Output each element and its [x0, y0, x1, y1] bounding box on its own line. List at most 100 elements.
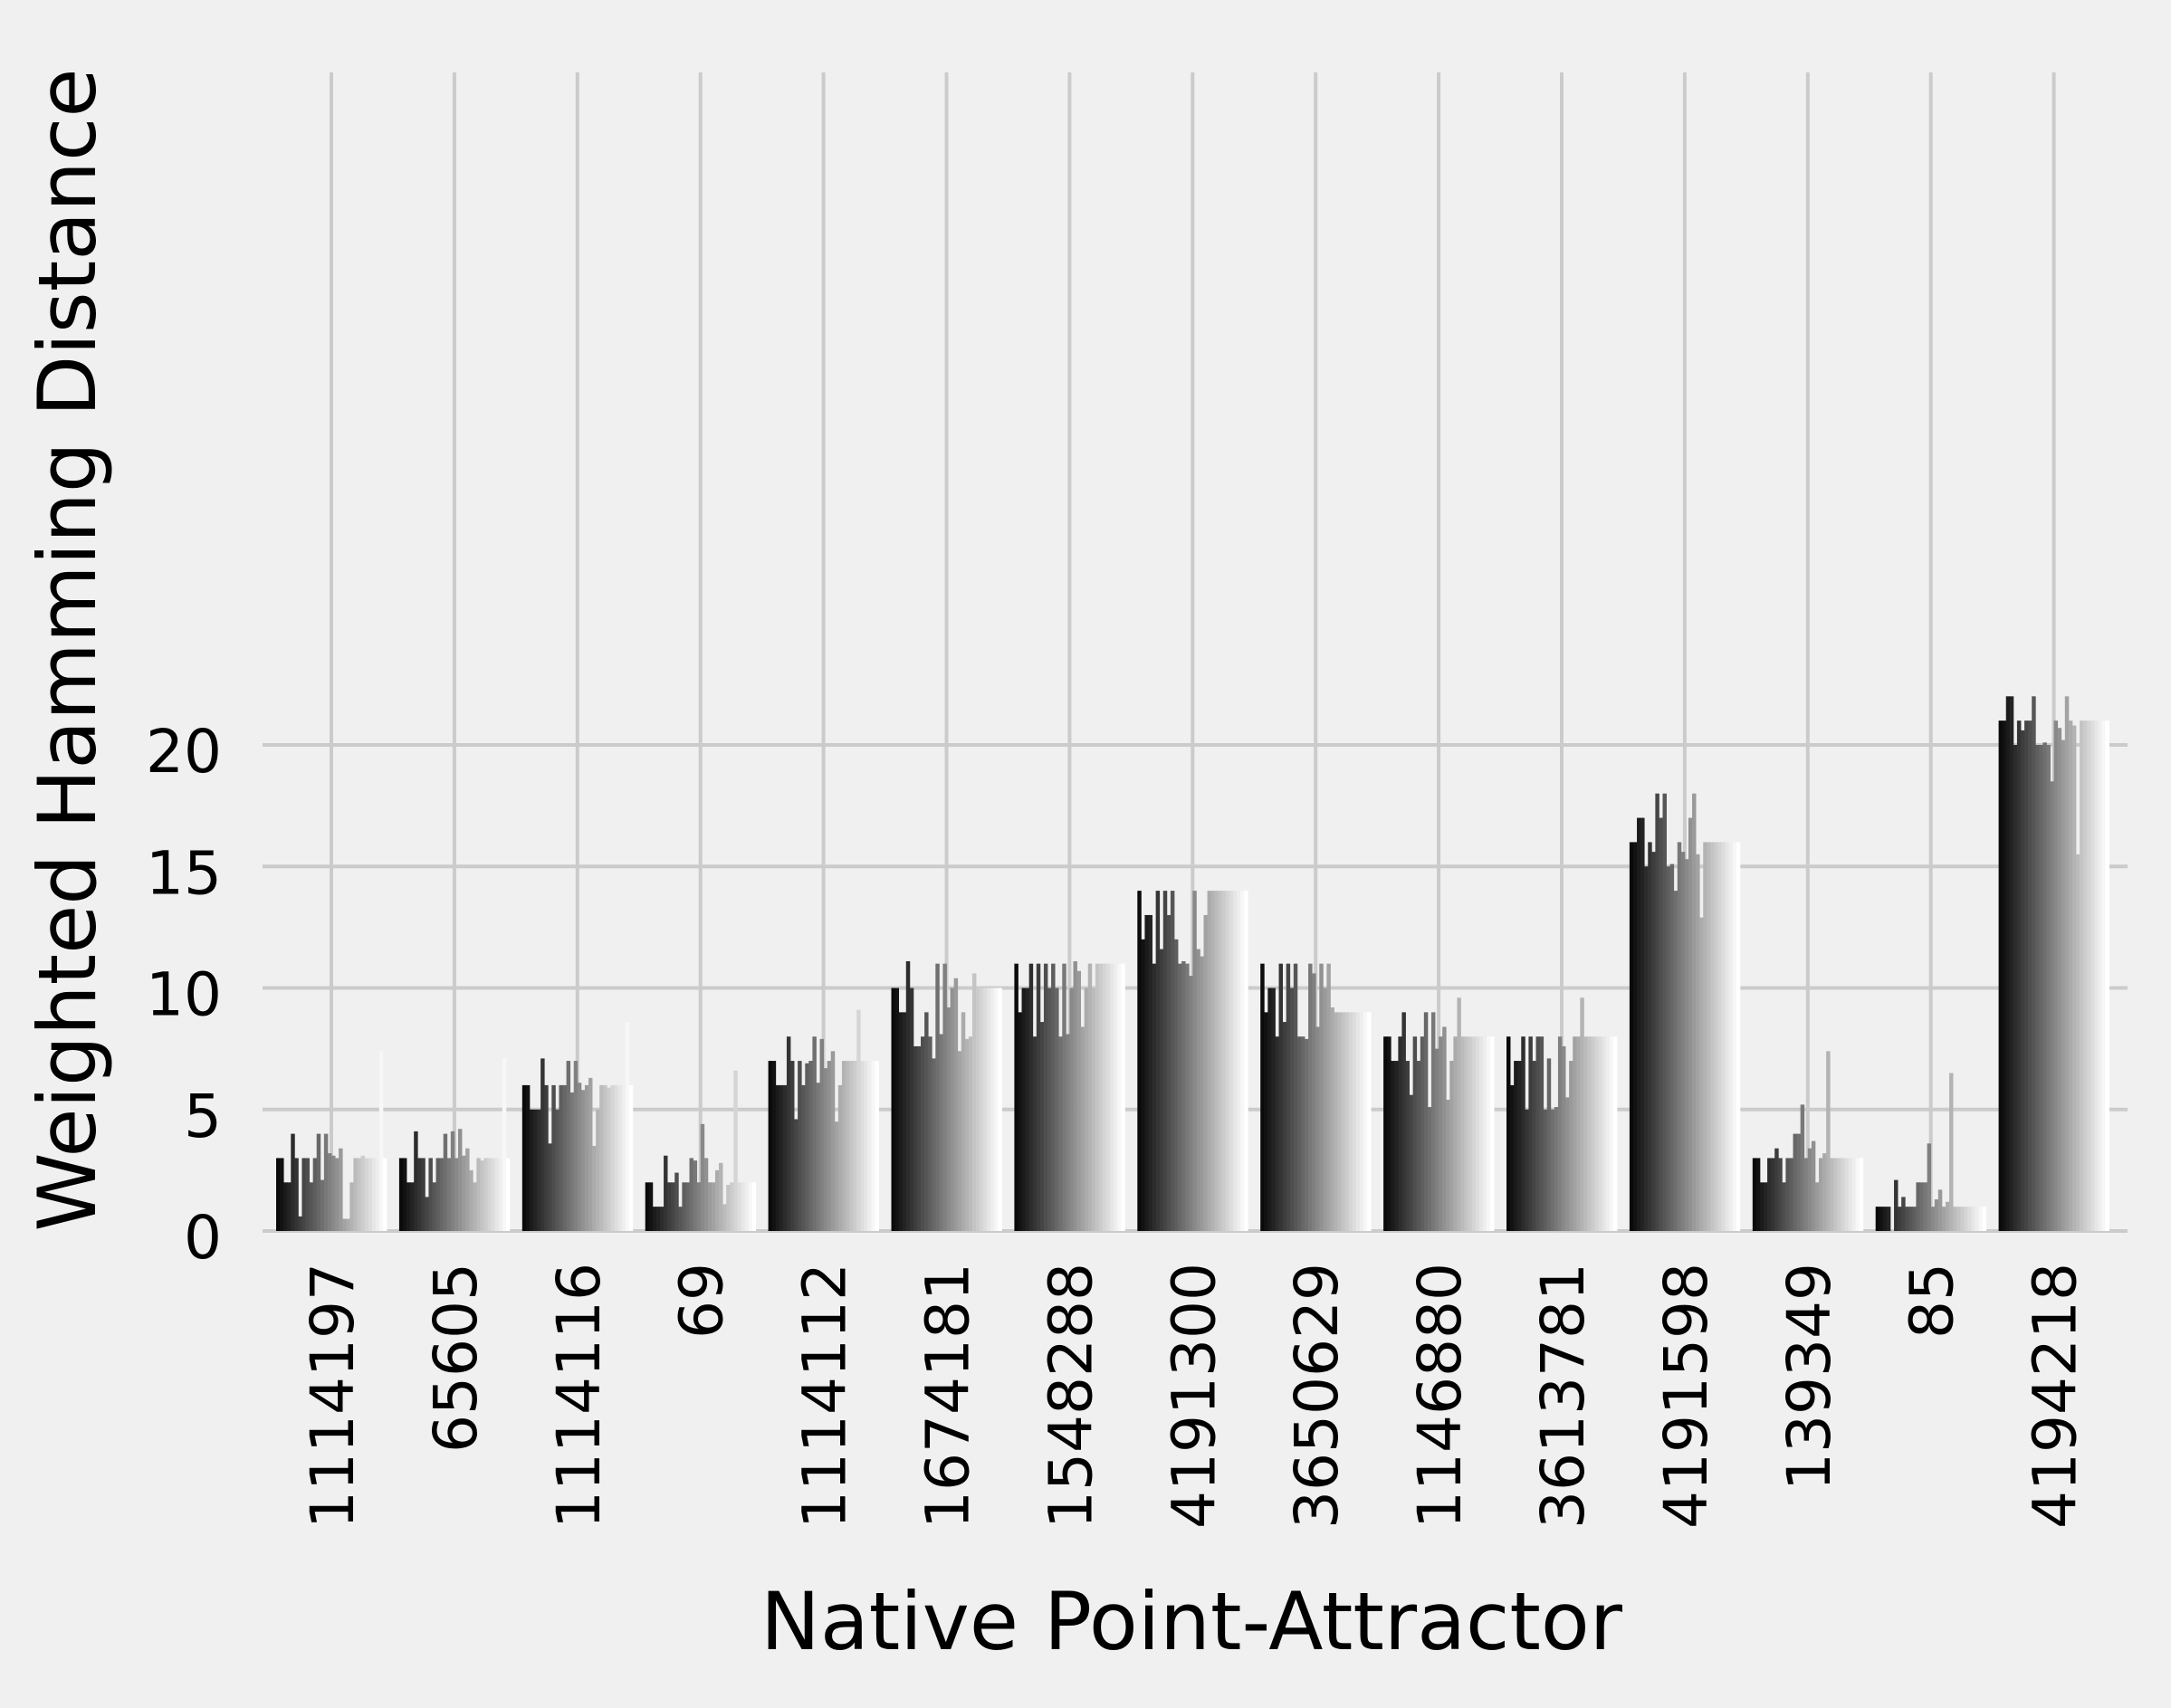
bar	[607, 1087, 611, 1232]
bar	[1793, 1133, 1797, 1231]
bar	[562, 1084, 567, 1231]
bar	[1240, 891, 1245, 1231]
bar	[577, 1083, 582, 1231]
bar	[498, 1158, 503, 1231]
bar	[751, 1182, 757, 1231]
bar	[1550, 1109, 1555, 1231]
bar	[1144, 914, 1149, 1231]
bar	[1803, 1158, 1809, 1231]
bar	[1644, 866, 1649, 1231]
bar	[610, 1084, 615, 1231]
bar	[733, 1070, 738, 1231]
bar	[1121, 963, 1125, 1231]
bar	[1510, 1084, 1515, 1231]
bar	[942, 963, 947, 1231]
bar	[555, 1109, 559, 1231]
bar	[1200, 956, 1204, 1232]
bar	[1055, 988, 1059, 1231]
bar	[1696, 854, 1700, 1232]
bar	[994, 988, 999, 1231]
bar	[1103, 963, 1107, 1231]
bar	[1591, 1036, 1595, 1231]
bar	[1901, 1197, 1906, 1231]
bar	[1759, 1182, 1765, 1231]
bar	[1598, 1036, 1603, 1231]
bar	[1028, 963, 1034, 1231]
bar	[462, 1155, 466, 1231]
bar	[2076, 854, 2080, 1232]
bar	[410, 1182, 415, 1231]
bar	[1927, 1143, 1932, 1231]
bar	[2105, 720, 2109, 1231]
bar	[696, 1182, 702, 1231]
bar	[689, 1158, 693, 1231]
bar	[1830, 1158, 1834, 1231]
bar	[1214, 891, 1219, 1231]
bar	[1717, 842, 1722, 1231]
bar	[2042, 742, 2047, 1231]
bar	[1315, 1026, 1320, 1231]
bar	[916, 1045, 922, 1231]
bar	[775, 1084, 780, 1231]
bar	[1937, 1189, 1943, 1232]
bar	[2087, 720, 2091, 1231]
bar	[1576, 1036, 1581, 1231]
bar	[1062, 963, 1066, 1231]
bar	[1468, 1036, 1473, 1231]
bar	[2090, 720, 2095, 1231]
bar	[1844, 1158, 1849, 1231]
bar	[487, 1158, 492, 1231]
bar	[1532, 1061, 1536, 1231]
bar	[551, 1084, 556, 1231]
bar	[1166, 914, 1172, 1231]
bar	[2080, 720, 2084, 1231]
bar	[402, 1158, 407, 1231]
bar	[2021, 730, 2025, 1231]
bar	[1669, 864, 1675, 1232]
bar	[533, 1109, 538, 1231]
bar	[786, 1036, 791, 1231]
bar	[446, 1158, 452, 1231]
bar	[1960, 1207, 1965, 1231]
bar	[1117, 963, 1122, 1231]
bar	[1221, 891, 1227, 1231]
bar	[1714, 842, 1718, 1231]
bar	[1837, 1158, 1841, 1231]
bar	[1409, 1094, 1414, 1231]
bar	[1605, 1036, 1611, 1231]
bar	[1244, 891, 1248, 1231]
bar	[1051, 963, 1056, 1231]
bar	[1609, 1036, 1614, 1231]
bar	[801, 1084, 806, 1231]
bar	[331, 1155, 336, 1231]
bar	[417, 1158, 422, 1231]
bar	[2094, 720, 2099, 1231]
bar	[480, 1160, 484, 1231]
bar	[1662, 793, 1667, 1231]
bar	[621, 1084, 626, 1231]
bar	[1398, 1036, 1402, 1231]
bar	[693, 1160, 698, 1231]
bar	[1260, 963, 1265, 1231]
bar	[1707, 842, 1711, 1231]
bar	[771, 1061, 777, 1231]
bar	[645, 1182, 650, 1231]
x-tick-label: 3650629	[1282, 1263, 1352, 1529]
bar	[1517, 1061, 1522, 1231]
x-tick-label: 4191300	[1159, 1263, 1229, 1529]
bar	[1945, 1201, 1950, 1231]
bar	[1471, 1036, 1477, 1231]
bar	[569, 1092, 575, 1231]
bar	[1941, 1207, 1946, 1231]
bar	[714, 1169, 720, 1232]
bar	[1629, 842, 1634, 1231]
bar	[1692, 793, 1697, 1231]
bar	[1923, 1182, 1928, 1231]
bar	[1344, 1012, 1350, 1231]
bar	[1975, 1207, 1979, 1231]
bar	[628, 1084, 634, 1231]
bar	[1442, 1026, 1447, 1231]
bar	[1482, 1036, 1487, 1231]
bar	[703, 1158, 709, 1231]
bar	[1569, 1061, 1573, 1231]
